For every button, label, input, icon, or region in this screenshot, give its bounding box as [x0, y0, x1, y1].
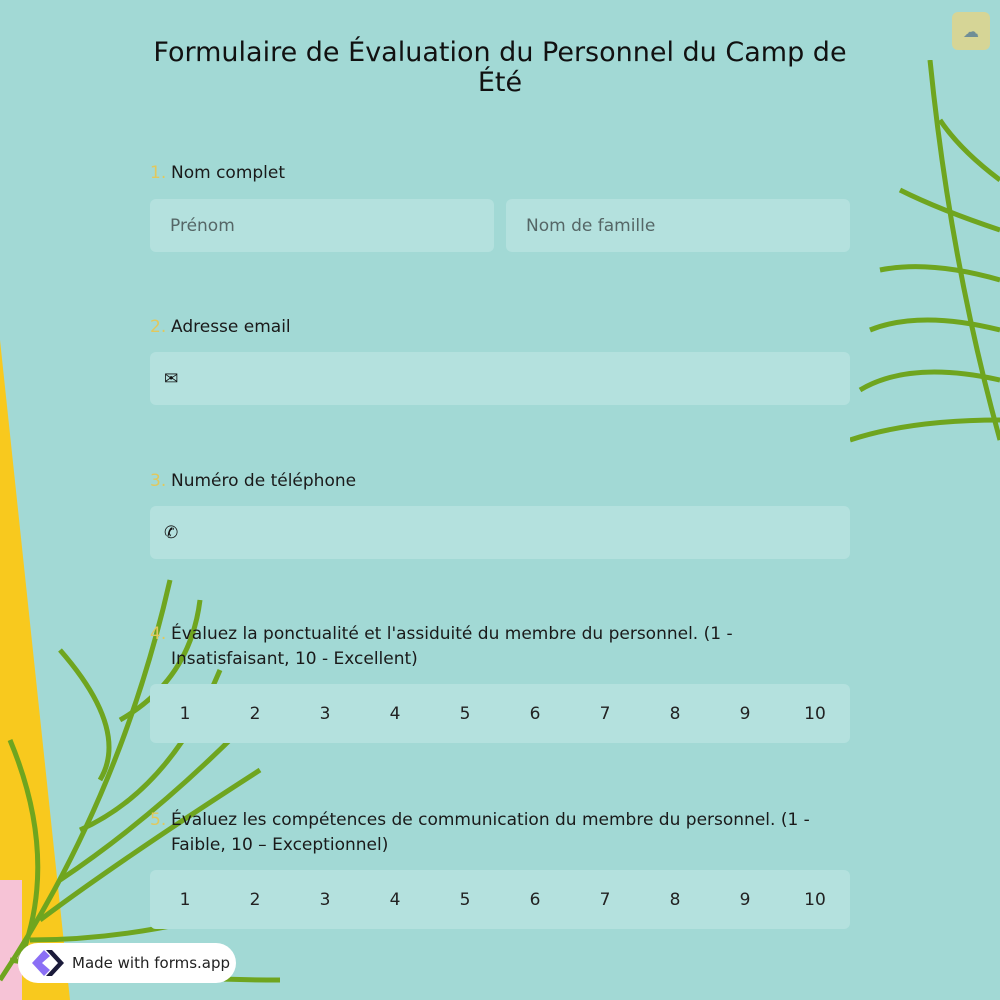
- phone-input[interactable]: ✆: [150, 506, 850, 559]
- question-number: 2.: [150, 317, 167, 337]
- question-email: 2. Adresse email ✉: [150, 315, 850, 405]
- rating-option-8[interactable]: 8: [669, 889, 681, 910]
- rating-option-3[interactable]: 3: [319, 889, 331, 910]
- rating-option-10[interactable]: 10: [804, 889, 826, 910]
- rating-option-3[interactable]: 3: [319, 703, 331, 724]
- email-input[interactable]: ✉: [150, 352, 850, 405]
- rating-option-1[interactable]: 1: [179, 889, 191, 910]
- save-button[interactable]: ☁: [952, 12, 990, 50]
- rating-scale: 1 2 3 4 5 6 7 8 9 10: [150, 684, 850, 743]
- question-number: 1.: [150, 163, 167, 183]
- question-communication-rating: 5. Évaluez les compétences de communicati…: [150, 808, 850, 929]
- question-label: Adresse email: [171, 317, 291, 337]
- rating-option-9[interactable]: 9: [739, 889, 751, 910]
- phone-icon: ✆: [164, 522, 179, 543]
- cloud-upload-icon: ☁: [963, 21, 979, 41]
- question-label: Nom complet: [171, 163, 286, 183]
- rating-option-10[interactable]: 10: [804, 703, 826, 724]
- rating-option-8[interactable]: 8: [669, 703, 681, 724]
- last-name-input[interactable]: Nom de famille: [506, 199, 850, 252]
- rating-option-5[interactable]: 5: [459, 889, 471, 910]
- question-number: 3.: [150, 471, 167, 491]
- rating-option-2[interactable]: 2: [249, 703, 261, 724]
- rating-scale: 1 2 3 4 5 6 7 8 9 10: [150, 870, 850, 929]
- rating-option-2[interactable]: 2: [249, 889, 261, 910]
- question-full-name: 1. Nom complet Prénom Nom de famille: [150, 161, 850, 252]
- rating-option-5[interactable]: 5: [459, 703, 471, 724]
- question-label: Évaluez les compétences de communication…: [171, 810, 810, 855]
- rating-option-7[interactable]: 7: [599, 703, 611, 724]
- question-number: 4.: [150, 624, 167, 644]
- page-title: Formulaire de Évaluation du Personnel du…: [153, 37, 847, 98]
- badge-label: Made with forms.app: [72, 954, 231, 972]
- made-with-forms-app-badge[interactable]: Made with forms.app: [18, 943, 236, 983]
- rating-option-4[interactable]: 4: [389, 889, 401, 910]
- envelope-icon: ✉: [164, 368, 179, 389]
- question-label: Évaluez la ponctualité et l'assiduité du…: [171, 624, 733, 669]
- rating-option-6[interactable]: 6: [529, 703, 541, 724]
- question-number: 5.: [150, 810, 167, 830]
- rating-option-7[interactable]: 7: [599, 889, 611, 910]
- rating-option-4[interactable]: 4: [389, 703, 401, 724]
- first-name-input[interactable]: Prénom: [150, 199, 494, 252]
- question-punctuality-rating: 4. Évaluez la ponctualité et l'assiduité …: [150, 622, 850, 743]
- forms-app-logo-icon: [32, 950, 64, 976]
- palm-leaf-right-decoration: [850, 60, 1000, 443]
- rating-option-1[interactable]: 1: [179, 703, 191, 724]
- rating-option-6[interactable]: 6: [529, 889, 541, 910]
- question-label: Numéro de téléphone: [171, 471, 357, 491]
- question-phone: 3. Numéro de téléphone ✆: [150, 469, 850, 559]
- rating-option-9[interactable]: 9: [739, 703, 751, 724]
